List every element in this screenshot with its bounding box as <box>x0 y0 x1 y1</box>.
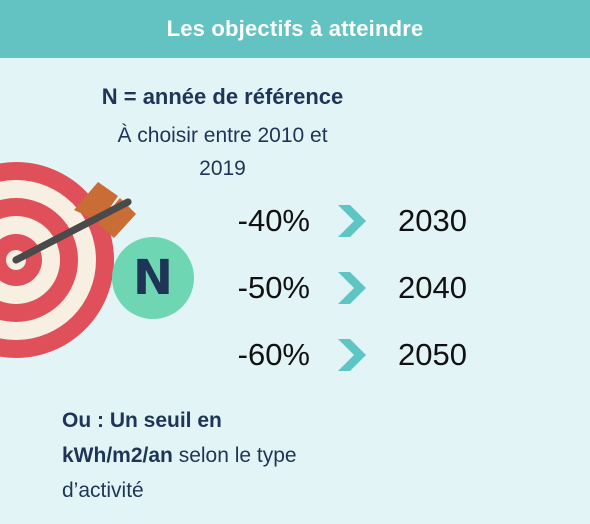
reference-subtitle-line2: 2019 <box>199 157 246 180</box>
threshold-note-line3: d’activité <box>62 479 144 502</box>
objective-row: -40% 2030 <box>210 199 500 243</box>
threshold-note-bold-line1: Ou : Un seuil en <box>62 409 222 432</box>
threshold-note: Ou : Un seuil en kWh/m2/an selon le type… <box>62 403 422 508</box>
threshold-note-unit: kWh/m2/an <box>62 444 173 467</box>
chevron-right-icon <box>338 272 366 304</box>
objective-year: 2040 <box>398 270 467 305</box>
reference-subtitle: À choisir entre 2010 et 2019 <box>0 119 445 185</box>
chevron-right-icon <box>338 205 366 237</box>
objective-year: 2030 <box>398 203 467 238</box>
target-icon <box>0 162 136 358</box>
objective-year: 2050 <box>398 337 467 372</box>
objective-row: -60% 2050 <box>210 333 500 377</box>
objective-reduction: -60% <box>237 337 310 372</box>
objective-reduction: -40% <box>237 203 310 238</box>
header-title: Les objectifs à atteindre <box>166 16 424 41</box>
reference-subtitle-line1: À choisir entre 2010 et <box>117 124 328 147</box>
threshold-note-text: selon le type <box>172 444 297 467</box>
chevron-right-icon <box>338 339 366 371</box>
reference-year-badge: N <box>112 237 194 319</box>
header-banner: Les objectifs à atteindre <box>0 0 590 58</box>
objective-reduction: -50% <box>237 270 310 305</box>
reference-title: N = année de référence <box>101 84 344 109</box>
arrow-icon <box>12 182 136 264</box>
badge-letter: N <box>132 250 174 306</box>
objective-row: -50% 2040 <box>210 266 500 310</box>
